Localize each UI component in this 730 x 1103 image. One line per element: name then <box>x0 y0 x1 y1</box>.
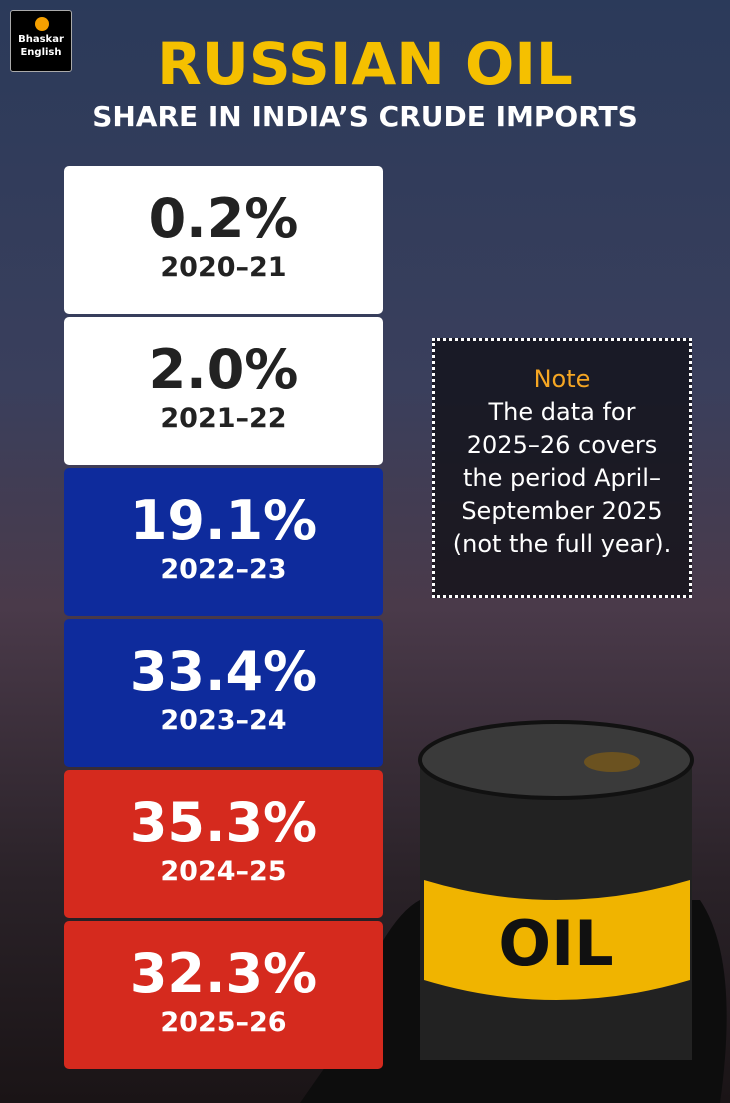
note-line: The data for <box>488 398 636 426</box>
card-value: 35.3% <box>129 791 318 854</box>
card: 2.0% 2021–22 <box>64 317 383 465</box>
note-line: (not the full year). <box>452 530 672 558</box>
note-line: September 2025 <box>461 497 663 525</box>
note-line: 2025–26 covers <box>466 431 658 459</box>
logo-text: English <box>20 47 62 58</box>
card-value: 19.1% <box>129 489 318 552</box>
logo: Bhaskar English <box>10 10 72 72</box>
card: 32.3% 2025–26 <box>64 921 383 1069</box>
card-value: 32.3% <box>129 942 318 1005</box>
subtitle: SHARE IN INDIA’S CRUDE IMPORTS <box>92 100 638 133</box>
card-year: 2022–23 <box>160 554 287 585</box>
card-value: 0.2% <box>148 187 299 250</box>
note-heading: Note <box>533 365 591 393</box>
card-year: 2021–22 <box>160 403 287 434</box>
logo-icon <box>35 17 49 31</box>
note-box: Note The data for 2025–26 covers the perio… <box>432 338 692 598</box>
card: 33.4% 2023–24 <box>64 619 383 767</box>
barrel-cap <box>584 752 640 772</box>
card: 19.1% 2022–23 <box>64 468 383 616</box>
title: RUSSIAN OIL <box>157 30 573 98</box>
logo-text: Bhaskar <box>18 34 64 45</box>
barrel-top <box>418 720 694 800</box>
card-value: 2.0% <box>148 338 299 401</box>
card-year: 2024–25 <box>160 856 287 887</box>
card-year: 2023–24 <box>160 705 287 736</box>
barrel-label: OIL <box>498 907 613 980</box>
card: 35.3% 2024–25 <box>64 770 383 918</box>
card: 0.2% 2020–21 <box>64 166 383 314</box>
card-year: 2020–21 <box>160 252 287 283</box>
card-year: 2025–26 <box>160 1007 287 1038</box>
note-line: the period April– <box>463 464 661 492</box>
card-value: 33.4% <box>129 640 318 703</box>
barrel-band <box>424 880 690 1000</box>
